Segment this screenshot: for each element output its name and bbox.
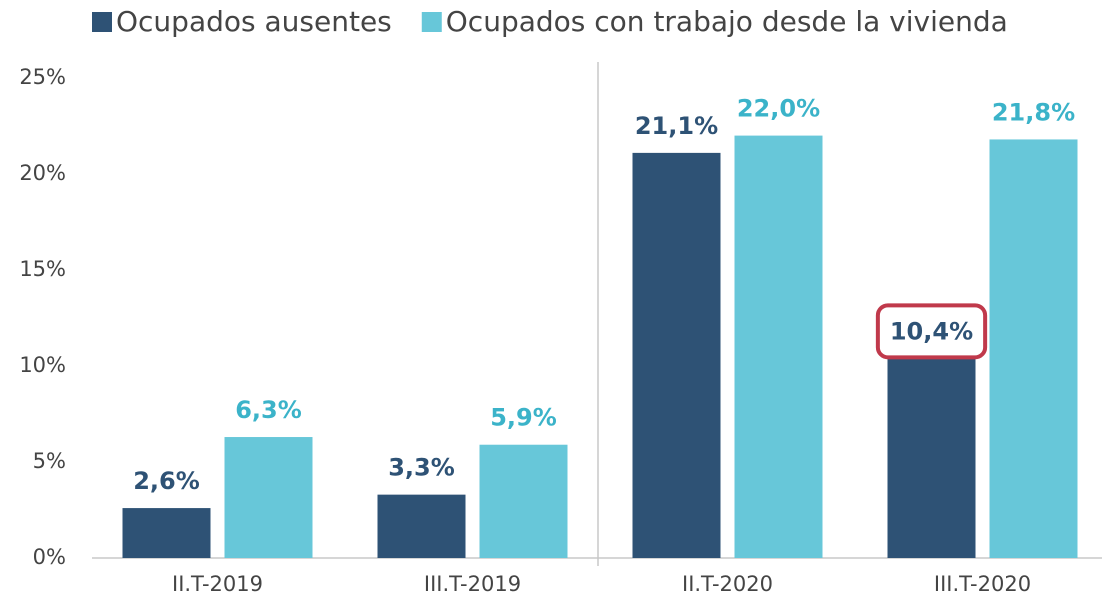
x-tick-label: II.T-2019	[172, 572, 263, 596]
bar	[989, 139, 1078, 558]
data-label: 10,4%	[890, 317, 973, 345]
bar	[122, 508, 211, 558]
x-tick-label: II.T-2020	[682, 572, 773, 596]
data-label: 2,6%	[133, 467, 200, 495]
data-label: 5,9%	[490, 404, 557, 432]
legend-label: Ocupados ausentes	[116, 5, 392, 38]
data-label: 22,0%	[737, 95, 820, 123]
bar	[887, 358, 976, 558]
x-tick-label: III.T-2019	[424, 572, 521, 596]
data-label: 21,8%	[992, 98, 1075, 126]
bar	[377, 494, 466, 558]
bar	[224, 437, 313, 558]
y-tick-label: 5%	[33, 449, 66, 473]
legend-swatch	[421, 12, 442, 32]
data-label: 21,1%	[635, 112, 718, 140]
x-tick-label: III.T-2020	[934, 572, 1031, 596]
y-tick-label: 15%	[19, 257, 66, 281]
y-tick-label: 0%	[33, 545, 66, 569]
legend-swatch	[92, 12, 112, 32]
y-tick-label: 25%	[19, 65, 66, 89]
data-label: 6,3%	[235, 396, 302, 424]
data-label: 3,3%	[388, 454, 455, 482]
highlight-box	[875, 303, 988, 360]
legend-label: Ocupados con trabajo desde la vivienda	[446, 5, 1008, 38]
y-tick-label: 20%	[19, 161, 66, 185]
bar	[479, 444, 568, 558]
y-tick-label: 10%	[19, 353, 66, 377]
bar	[734, 135, 823, 558]
bar	[632, 152, 721, 558]
